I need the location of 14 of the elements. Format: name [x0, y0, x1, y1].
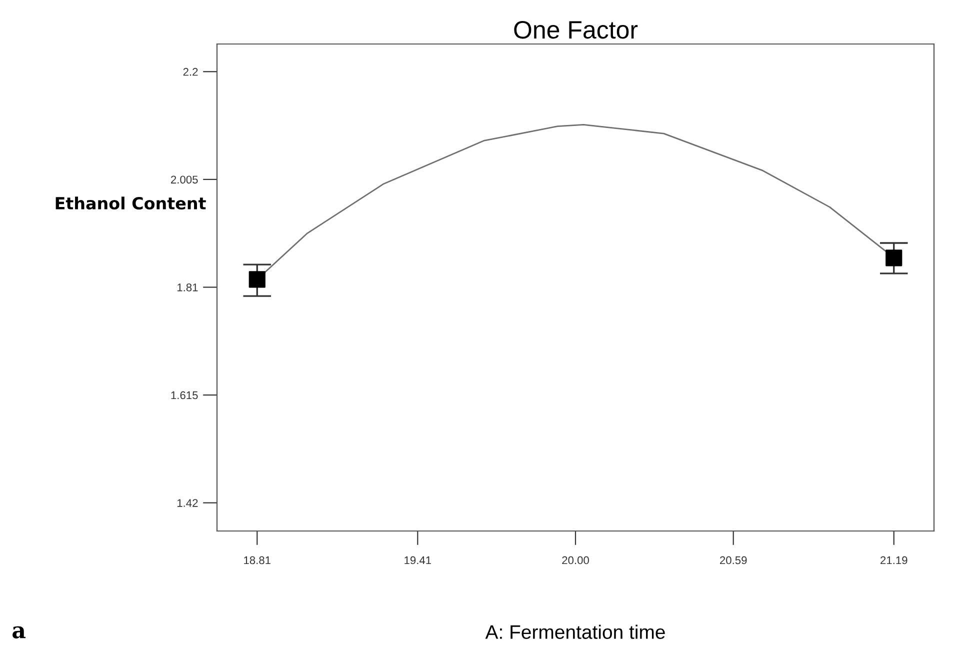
x-tick-label: 18.81	[244, 556, 270, 564]
chart-title: One Factor	[514, 20, 638, 39]
x-axis-title: A: Fermentation time	[485, 624, 665, 639]
x-tick-label: 19.41	[404, 556, 432, 564]
text: a	[12, 626, 26, 638]
x-tick-label: 20.59	[720, 556, 747, 564]
x-tick-label: 21.19	[880, 556, 908, 564]
x-tick-label: 20.00	[562, 556, 589, 564]
y-tick-label: 2.2	[183, 68, 198, 76]
y-tick-label: 1.81	[177, 283, 198, 292]
y-tick-label: 2.005	[171, 176, 198, 184]
y-tick-label: 1.42	[177, 499, 198, 507]
y-axis-title: Ethanol Content	[56, 196, 206, 210]
y-tick-label: 1.615	[171, 391, 198, 400]
